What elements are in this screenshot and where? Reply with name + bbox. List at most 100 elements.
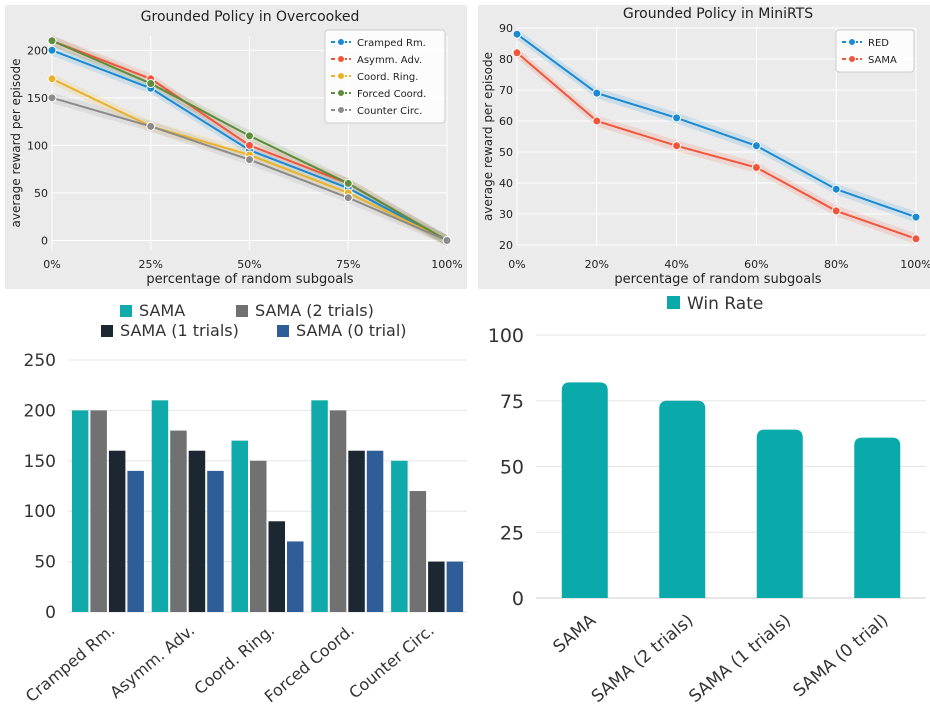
legend-swatch (277, 325, 289, 337)
legend-label: Cramped Rm. (357, 38, 426, 49)
y-tick-label: 70 (499, 84, 513, 97)
x-tick-label: SAMA (0 trial) (790, 611, 893, 702)
y-tick-label: 60 (499, 115, 513, 128)
y-tick-label: 150 (27, 92, 48, 105)
legend-marker (337, 72, 345, 80)
x-tick-label: 60% (744, 258, 768, 271)
x-axis-label: percentage of random subgoals (614, 272, 821, 287)
series-line (516, 33, 917, 219)
bar (71, 410, 89, 612)
legend-label: Win Rate (687, 294, 763, 314)
y-axis-label: average reward per episode (481, 52, 495, 221)
bar (108, 450, 126, 612)
bar (366, 450, 384, 612)
bar (854, 437, 901, 598)
legend-label: SAMA (139, 301, 185, 320)
y-tick-label: 40 (499, 177, 513, 190)
data-point (911, 212, 921, 222)
data-point (831, 206, 841, 216)
legend-label: Asymm. Adv. (357, 55, 422, 66)
legend-label: SAMA (0 trial) (296, 321, 407, 340)
y-tick-label: 20 (499, 239, 513, 252)
confidence-band (517, 47, 916, 245)
legend-marker (337, 55, 345, 63)
x-tick-label: Cramped Rm. (22, 621, 119, 706)
confidence-band (517, 28, 916, 223)
y-tick-label: 50 (500, 457, 524, 479)
legend-label: RED (868, 38, 889, 49)
data-point (146, 121, 156, 131)
data-point (343, 178, 353, 188)
bar (428, 561, 445, 612)
x-tick-label: 80% (824, 258, 848, 271)
data-point (592, 88, 602, 98)
legend-swatch (667, 296, 680, 309)
data-point (751, 141, 761, 151)
x-tick-label: SAMA (550, 610, 601, 657)
bar (151, 400, 169, 612)
y-tick-label: 50 (34, 187, 48, 200)
legend-marker (337, 89, 345, 97)
bar (409, 491, 427, 612)
bar (311, 400, 328, 612)
bar (207, 470, 224, 612)
x-tick-label: 0% (508, 258, 525, 271)
y-tick-label: 200 (24, 401, 56, 421)
data-point (47, 93, 57, 103)
legend-swatch (101, 325, 113, 337)
data-point (47, 74, 57, 84)
data-point (672, 141, 682, 151)
bar (561, 382, 608, 598)
y-tick-label: 100 (24, 502, 56, 522)
bar (90, 410, 107, 612)
bar (170, 430, 187, 612)
x-tick-label: 0% (43, 258, 60, 271)
data-point (672, 113, 682, 123)
x-tick-label: 40% (664, 258, 688, 271)
legend-marker (337, 38, 345, 46)
bar (756, 429, 803, 598)
line-chart-1: 0 50 100 150 200 0% 25% 50% 75% 100% Grounded Poli… (5, 5, 467, 289)
x-tick-label: SAMA (2 trials) (588, 611, 698, 708)
bar (446, 561, 464, 612)
data-point (245, 140, 254, 150)
chart-title: Grounded Policy in Overcooked (141, 9, 360, 25)
legend-label: SAMA (2 trials) (255, 301, 374, 320)
x-tick-label: 50% (237, 258, 261, 271)
series-line (516, 52, 917, 240)
data-point (343, 193, 353, 203)
x-tick-label: SAMA (1 trials) (685, 611, 795, 708)
y-tick-label: 150 (24, 452, 56, 472)
data-point (146, 79, 156, 89)
x-tick-label: 25% (139, 258, 163, 271)
legend-box (324, 29, 446, 124)
y-tick-label: 75 (500, 391, 524, 413)
bar (268, 521, 285, 612)
y-tick-label: 30 (499, 208, 513, 221)
data-point (831, 184, 841, 194)
legend-label: Counter Circ. (357, 106, 422, 117)
legend-swatch (120, 305, 132, 317)
y-tick-label: 0 (45, 603, 56, 623)
bar (391, 460, 408, 612)
data-point (512, 29, 522, 39)
x-tick-label: Coord. Ring. (191, 621, 279, 699)
legend-label: Forced Coord. (357, 89, 426, 100)
data-point (911, 234, 921, 244)
x-tick-label: 100% (431, 258, 462, 271)
y-tick-label: 0 (41, 234, 48, 247)
bar (127, 470, 144, 612)
legend-swatch (236, 305, 248, 317)
data-point (245, 131, 254, 141)
chart-title: Grounded Policy in MiniRTS (623, 6, 813, 22)
y-tick-label: 50 (34, 553, 56, 573)
legend-marker (848, 55, 856, 63)
y-tick-label: 25 (500, 522, 524, 544)
data-point (47, 45, 57, 55)
y-tick-label: 200 (27, 44, 48, 57)
data-point (245, 155, 254, 165)
legend-label: Coord. Ring. (357, 72, 418, 83)
confidence-band (52, 35, 447, 246)
data-point (751, 163, 761, 172)
